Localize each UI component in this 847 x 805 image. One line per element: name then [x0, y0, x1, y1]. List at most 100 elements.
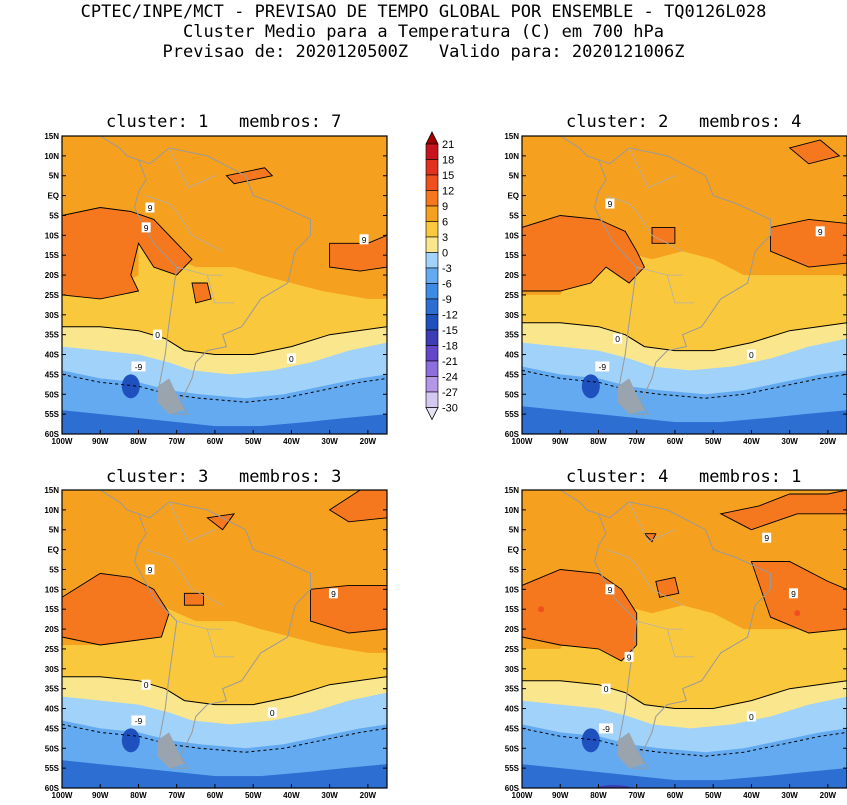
lat-tick-label: 45S	[505, 724, 520, 733]
colorbar-level-label: -21	[442, 356, 458, 368]
lat-tick-label: 35S	[505, 685, 520, 694]
lon-tick-label: 100W	[512, 437, 533, 446]
lon-tick-label: 100W	[512, 791, 533, 800]
map-panel-cluster-4: 999900-915N10N5NEQ5S10S15S20S25S30S35S40…	[482, 487, 847, 805]
colorbar-level-label: -15	[442, 325, 458, 337]
cold-core	[582, 728, 600, 752]
lat-tick-label: 25S	[505, 291, 520, 300]
cold-core	[582, 374, 600, 398]
lat-tick-label: 55S	[505, 764, 520, 773]
lon-tick-label: 90W	[552, 791, 569, 800]
lat-tick-label: 35S	[45, 331, 60, 340]
panel-2-title: cluster: 2 membros: 4	[566, 112, 801, 132]
lat-tick-label: 25S	[505, 645, 520, 654]
colorbar-swatch	[426, 268, 438, 284]
lat-tick-label: 15S	[505, 605, 520, 614]
lat-tick-label: 20S	[505, 625, 520, 634]
contour-label: 0	[144, 680, 149, 690]
colorbar-level-label: 9	[442, 201, 448, 213]
colorbar-level-label: 15	[442, 170, 454, 182]
colorbar-swatch	[426, 222, 438, 238]
lat-tick-label: 50S	[45, 390, 60, 399]
lat-tick-label: 40S	[505, 705, 520, 714]
lat-tick-label: 50S	[45, 744, 60, 753]
lat-tick-label: 30S	[505, 311, 520, 320]
contour-label: 9	[627, 652, 632, 662]
contour-label: 9	[764, 533, 769, 543]
map-panel-cluster-3: 9900-915N10N5NEQ5S10S15S20S25S30S35S40S4…	[22, 487, 392, 805]
lat-tick-label: 30S	[45, 665, 60, 674]
contour-label: 0	[289, 354, 294, 364]
contour-label: 0	[155, 330, 160, 340]
lat-tick-label: 35S	[45, 685, 60, 694]
contour-label: 9	[148, 565, 153, 575]
lat-tick-label: 40S	[45, 705, 60, 714]
colorbar-level-label: -24	[442, 372, 458, 384]
lon-tick-label: 100W	[52, 791, 73, 800]
lat-tick-label: 5N	[509, 172, 519, 181]
lat-tick-label: 40S	[505, 351, 520, 360]
colorbar-swatch	[426, 160, 438, 176]
lon-tick-label: 60W	[667, 437, 684, 446]
lat-tick-label: 10S	[505, 231, 520, 240]
lat-tick-label: 10S	[45, 231, 60, 240]
lat-tick-label: 45S	[505, 370, 520, 379]
lon-tick-label: 80W	[590, 791, 607, 800]
lon-tick-label: 20W	[360, 437, 377, 446]
colorbar-level-label: 18	[442, 155, 454, 167]
lat-tick-label: 10N	[44, 506, 59, 515]
colorbar-swatch	[426, 191, 438, 207]
lon-tick-label: 40W	[283, 437, 300, 446]
contour-label: 9	[791, 589, 796, 599]
lon-tick-label: 50W	[245, 437, 262, 446]
lon-tick-label: 70W	[168, 791, 185, 800]
colorbar-level-label: -3	[442, 263, 452, 275]
colorbar-level-label: -6	[442, 279, 452, 291]
colorbar-swatch	[426, 315, 438, 331]
colorbar-swatch	[426, 392, 438, 408]
contour-label: -9	[135, 362, 143, 372]
lat-tick-label: 45S	[45, 370, 60, 379]
lon-tick-label: 40W	[743, 437, 760, 446]
lat-tick-label: 50S	[505, 390, 520, 399]
lon-tick-label: 80W	[590, 437, 607, 446]
lat-tick-label: 20S	[505, 271, 520, 280]
colorbar-level-label: 3	[442, 232, 448, 244]
lat-tick-label: 10N	[504, 152, 519, 161]
main-subtitle: Cluster Medio para a Temperatura (C) em …	[0, 22, 847, 42]
colorbar-level-label: -18	[442, 341, 458, 353]
lon-tick-label: 40W	[743, 791, 760, 800]
temperature-region-above-9	[656, 577, 679, 597]
colorbar-swatch	[426, 377, 438, 393]
contour-label: 9	[331, 589, 336, 599]
contour-label: 9	[608, 585, 613, 595]
lat-tick-label: 5S	[509, 211, 519, 220]
contour-label: 9	[148, 203, 153, 213]
temperature-region-above-9	[184, 593, 203, 605]
colorbar-swatch	[426, 346, 438, 362]
lon-tick-label: 70W	[168, 437, 185, 446]
lat-tick-label: 15N	[504, 133, 519, 141]
panel-1-title: cluster: 1 membros: 7	[106, 112, 341, 132]
lat-tick-label: 5S	[49, 211, 59, 220]
lat-tick-label: 55S	[45, 764, 60, 773]
lon-tick-label: 80W	[130, 791, 147, 800]
map-panel-cluster-1: 99900-915N10N5NEQ5S10S15S20S25S30S35S40S…	[22, 133, 392, 451]
lat-tick-label: 15N	[44, 487, 59, 495]
contour-label: 9	[362, 235, 367, 245]
contour-label: -9	[599, 362, 607, 372]
lat-tick-label: EQ	[507, 192, 519, 201]
lat-tick-label: 35S	[505, 331, 520, 340]
cold-core	[122, 728, 140, 752]
lon-tick-label: 70W	[628, 791, 645, 800]
lon-tick-label: 60W	[667, 791, 684, 800]
colorbar-min-arrow	[426, 408, 438, 420]
lat-tick-label: 10N	[44, 152, 59, 161]
colorbar-level-label: -30	[442, 403, 458, 415]
lat-tick-label: EQ	[47, 192, 59, 201]
lat-tick-label: 45S	[45, 724, 60, 733]
lat-tick-label: 15N	[44, 133, 59, 141]
lat-tick-label: 30S	[505, 665, 520, 674]
panel-4-title: cluster: 4 membros: 1	[566, 467, 801, 487]
